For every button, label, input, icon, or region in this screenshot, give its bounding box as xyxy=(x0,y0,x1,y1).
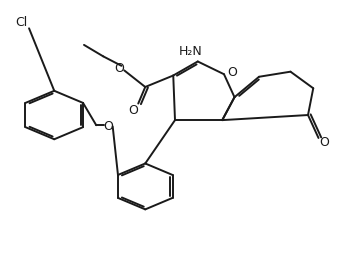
Text: Cl: Cl xyxy=(15,16,27,28)
Text: O: O xyxy=(227,66,237,78)
Text: O: O xyxy=(128,103,138,116)
Text: O: O xyxy=(319,136,329,149)
Text: O: O xyxy=(114,62,124,75)
Text: H₂N: H₂N xyxy=(179,45,203,58)
Text: O: O xyxy=(104,119,113,132)
